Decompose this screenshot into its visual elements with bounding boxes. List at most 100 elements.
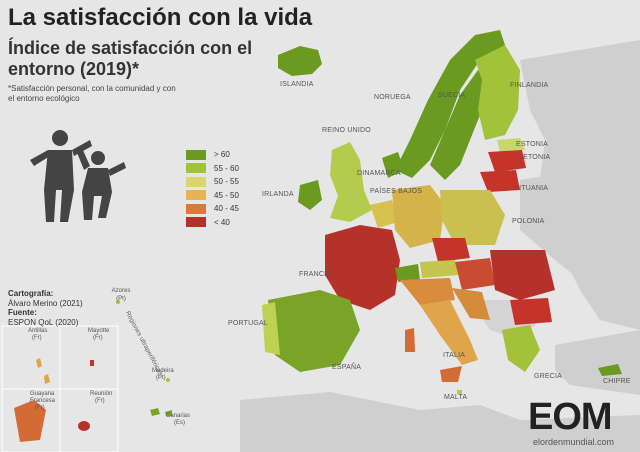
region-germany[interactable] — [392, 185, 445, 248]
credits-source: ESPON QoL (2020) — [8, 317, 79, 327]
label-suecia: SUECIA — [438, 92, 466, 99]
label-francia: FRANCIA — [299, 271, 332, 278]
legend-item: 40 - 45 — [186, 202, 239, 216]
region-guayana[interactable] — [14, 400, 46, 442]
region-latvia[interactable] — [488, 150, 526, 172]
region-lithuania[interactable] — [480, 170, 520, 192]
region-united-kingdom[interactable] — [330, 142, 372, 222]
label-grecia: GRECIA — [534, 373, 563, 380]
region-norway[interactable] — [395, 30, 505, 178]
label-azores-country: (Pt) — [116, 296, 126, 302]
label-guayana: Guayana — [30, 391, 55, 397]
region-denmark[interactable] — [382, 152, 404, 178]
region-iceland[interactable] — [278, 46, 322, 76]
region-hungary[interactable] — [455, 258, 495, 290]
legend-swatch — [186, 149, 206, 160]
label-chipre: CHIPRE — [603, 378, 631, 385]
label-mayotte: Mayotte — [88, 328, 110, 334]
label-reunion: Reunión — [90, 391, 113, 397]
legend-item: 55 - 60 — [186, 162, 239, 176]
logo-website: elordenmundial.com — [533, 437, 615, 447]
region-estonia[interactable] — [497, 138, 525, 152]
label-madeira-country: (Pt) — [156, 375, 166, 381]
label-guayana-2: Francesa — [30, 398, 56, 404]
label-polonia: POLONIA — [512, 218, 545, 225]
region-finland[interactable] — [475, 45, 520, 140]
label-lituania: LITUANIA — [515, 185, 549, 192]
region-croatia-slovenia[interactable] — [452, 288, 490, 320]
credits-source-label: Fuente: — [8, 308, 37, 317]
label-finlandia: FINLANDIA — [510, 82, 549, 89]
label-malta: MALTA — [444, 394, 468, 401]
region-sweden[interactable] — [430, 70, 490, 180]
footnote: *Satisfacción personal, con la comunidad… — [8, 84, 176, 103]
region-malta[interactable] — [457, 390, 462, 394]
region-france[interactable] — [325, 225, 400, 310]
inset-antillas — [1, 325, 61, 390]
region-sardinia[interactable] — [405, 328, 415, 352]
label-guayana-country: (Fr) — [35, 405, 45, 411]
legend-swatch — [186, 163, 206, 174]
region-portugal[interactable] — [262, 302, 280, 355]
region-spain[interactable] — [268, 290, 360, 372]
region-antillas[interactable] — [36, 358, 50, 384]
people-icon — [30, 130, 126, 222]
land-turkey — [555, 330, 640, 395]
region-canarias[interactable] — [150, 408, 172, 416]
credits-cartography: Álvaro Merino (2021) — [8, 298, 83, 308]
logo-eom: EOM — [528, 396, 613, 438]
label-dinamarca: DINAMARCA — [357, 170, 401, 177]
label-antillas: Antillas — [28, 328, 48, 334]
region-poland[interactable] — [440, 190, 505, 245]
page-title: La satisfacción con la vida — [8, 4, 313, 31]
region-romania[interactable] — [490, 250, 555, 300]
label-letonia: LETONIA — [519, 154, 551, 161]
region-reunion[interactable] — [78, 421, 90, 431]
label-islandia: ISLANDIA — [280, 81, 314, 88]
region-ireland[interactable] — [298, 180, 322, 210]
legend: > 60 55 - 60 50 - 55 45 - 50 40 - 45 < 4… — [186, 148, 239, 229]
label-espana: ESPAÑA — [332, 364, 362, 371]
region-greece[interactable] — [502, 325, 540, 372]
inset-mayotte — [59, 325, 119, 390]
label-canarias: Canarias — [166, 413, 191, 419]
region-madeira[interactable] — [166, 378, 170, 382]
region-czechia[interactable] — [432, 238, 470, 262]
label-reino-unido: REINO UNIDO — [322, 127, 371, 134]
label-irlanda: IRLANDA — [262, 191, 294, 198]
legend-swatch — [186, 203, 206, 214]
label-madeira: Madeira — [152, 368, 174, 374]
label-portugal: PORTUGAL — [228, 320, 268, 327]
region-benelux[interactable] — [370, 200, 398, 228]
credits-cartography-label: Cartografía: — [8, 289, 54, 298]
region-bulgaria[interactable] — [510, 298, 552, 325]
credits: Cartografía: Álvaro Merino (2021) Fuente… — [8, 289, 83, 327]
label-estonia: ESTONIA — [516, 141, 549, 148]
label-reunion-country: (Fr) — [95, 398, 105, 404]
legend-item: 50 - 55 — [186, 175, 239, 189]
region-mayotte[interactable] — [90, 360, 94, 366]
label-noruega: NORUEGA — [374, 94, 411, 101]
legend-item: > 60 — [186, 148, 239, 162]
label-mayotte-country: (Fr) — [93, 335, 103, 341]
region-switzerland[interactable] — [395, 264, 420, 282]
inset-reunion — [59, 388, 119, 452]
legend-swatch — [186, 217, 206, 228]
region-azores[interactable] — [116, 300, 120, 304]
legend-swatch — [186, 176, 206, 187]
legend-item: < 40 — [186, 216, 239, 230]
label-antillas-country: (Fr) — [32, 335, 42, 341]
label-italia: ITALIA — [443, 352, 466, 359]
region-cyprus[interactable] — [598, 364, 622, 376]
legend-swatch — [186, 190, 206, 201]
region-italy-north[interactable] — [400, 278, 455, 305]
land-north-africa — [240, 392, 640, 452]
region-sicily[interactable] — [440, 366, 462, 382]
land-belarus-ukraine — [520, 170, 600, 280]
region-italy-south[interactable] — [420, 300, 478, 365]
label-azores: Azores — [111, 288, 131, 294]
region-austria[interactable] — [420, 260, 458, 278]
legend-item: 45 - 50 — [186, 189, 239, 203]
